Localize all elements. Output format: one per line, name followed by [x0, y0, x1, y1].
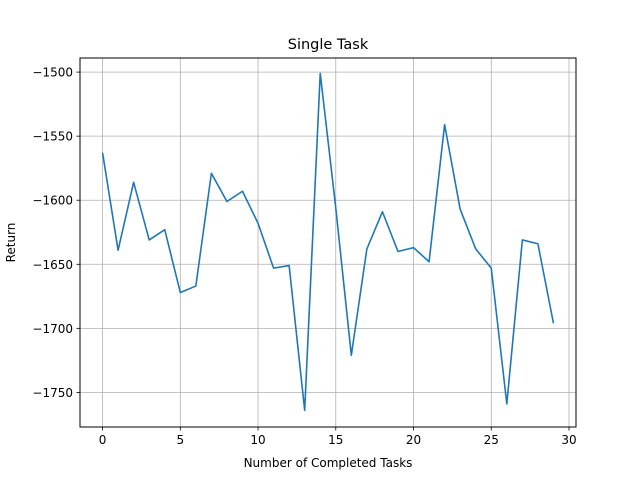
y-axis-label: Return [4, 223, 18, 263]
grid-lines [80, 58, 576, 427]
plot-frame [79, 57, 577, 428]
y-tick-label: −1650 [32, 258, 73, 272]
x-tick-label: 10 [250, 433, 265, 447]
x-tick-label: 0 [99, 433, 107, 447]
chart-title: Single Task [288, 37, 369, 53]
x-tick-label: 15 [328, 433, 343, 447]
y-tick-label: −1500 [32, 66, 73, 80]
x-axis-ticks: 0 5 10 15 20 25 30 [99, 427, 577, 447]
y-tick-label: −1750 [32, 386, 73, 400]
x-tick-label: 5 [176, 433, 184, 447]
x-axis-label: Number of Completed Tasks [244, 456, 413, 470]
x-tick-label: 25 [484, 433, 499, 447]
y-axis-ticks: −1750 −1700 −1650 −1600 −1550 −1500 [32, 66, 80, 400]
y-tick-label: −1550 [32, 130, 73, 144]
x-tick-label: 20 [406, 433, 421, 447]
series-line [101, 72, 555, 412]
plot-area [80, 58, 576, 427]
x-tick-label: 30 [561, 433, 576, 447]
y-tick-label: −1600 [32, 194, 73, 208]
y-tick-label: −1700 [32, 322, 73, 336]
series-layer [101, 72, 555, 412]
